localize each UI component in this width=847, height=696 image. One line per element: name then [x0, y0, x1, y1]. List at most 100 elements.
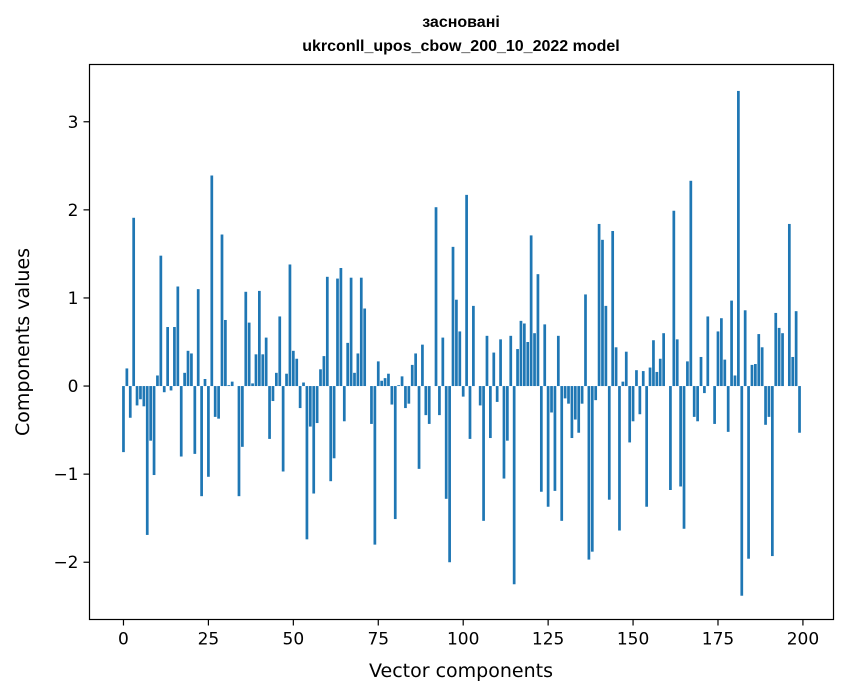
bar [645, 386, 649, 507]
bar [794, 311, 798, 387]
bar [156, 375, 159, 387]
bar [448, 386, 451, 563]
bar [176, 286, 180, 387]
y-tick-label: 3 [68, 113, 79, 133]
bar [230, 381, 234, 387]
bar [720, 318, 723, 387]
x-tick-label: 0 [118, 630, 129, 650]
bar [770, 386, 774, 557]
x-tick-label: 200 [787, 630, 819, 650]
bar [750, 364, 754, 387]
bar [675, 339, 679, 387]
bar [519, 320, 523, 387]
x-axis-ticks: 0 25 50 75 100 125 150 175 200 [118, 619, 819, 650]
bar [716, 331, 720, 387]
bar [686, 361, 689, 387]
bar [227, 385, 231, 387]
bar [485, 335, 489, 387]
bar [295, 358, 299, 387]
y-tick-label: 2 [68, 201, 79, 221]
bar [573, 386, 577, 420]
bar [210, 175, 214, 387]
bar [472, 305, 475, 387]
bar [713, 386, 716, 424]
bar [791, 356, 795, 387]
bar [315, 386, 319, 424]
bar [468, 386, 472, 439]
bar [723, 359, 727, 387]
bar [339, 268, 343, 387]
bar [451, 246, 455, 387]
bar [743, 310, 747, 387]
bar [410, 364, 414, 387]
bar [747, 386, 750, 559]
bar [312, 386, 316, 494]
bar [478, 386, 482, 406]
bar-series [122, 90, 801, 596]
bar [356, 353, 360, 387]
x-tick-label: 100 [447, 630, 479, 650]
bar [373, 386, 377, 545]
bar [438, 386, 441, 416]
bar [390, 386, 394, 405]
y-tick-label: 1 [68, 289, 79, 309]
bar [489, 386, 492, 439]
bar [570, 386, 574, 439]
bar [220, 234, 224, 387]
bar [655, 371, 659, 387]
bar [122, 386, 125, 453]
bar [353, 372, 356, 387]
bar [726, 386, 730, 432]
bar [186, 350, 190, 387]
bar [662, 333, 665, 387]
bar [757, 334, 761, 387]
bar [621, 381, 625, 387]
x-tick-label: 125 [532, 630, 564, 650]
bar [258, 290, 261, 387]
bar [703, 386, 706, 394]
bar [658, 358, 662, 387]
bar [652, 340, 655, 387]
bar [781, 333, 784, 387]
bar [417, 386, 421, 469]
bar [441, 337, 445, 387]
x-tick-label: 75 [367, 630, 389, 650]
bar [550, 386, 553, 413]
bar [376, 361, 380, 387]
bar [207, 386, 210, 477]
x-tick-label: 150 [617, 630, 649, 650]
bar [159, 255, 163, 387]
bar [254, 354, 258, 387]
bar [325, 276, 329, 387]
bar [461, 386, 465, 397]
bar [247, 322, 251, 387]
bar [635, 370, 638, 387]
bar [631, 386, 635, 422]
bar [699, 356, 703, 387]
bar [611, 231, 615, 387]
bar [607, 386, 611, 500]
bar [512, 386, 516, 585]
bar [346, 342, 350, 387]
bar [308, 386, 312, 427]
bar [305, 386, 309, 540]
bar [730, 300, 733, 387]
bar [455, 299, 458, 387]
bar [261, 354, 265, 387]
bar [692, 386, 696, 417]
bar [349, 277, 353, 387]
x-tick-label: 50 [283, 630, 305, 650]
y-tick-label: −1 [53, 465, 78, 485]
bar [553, 386, 557, 491]
x-tick-label: 175 [702, 630, 734, 650]
bar [465, 194, 468, 387]
bar [383, 378, 387, 387]
bar [798, 386, 801, 433]
y-axis-ticks: −2 −1 0 1 2 3 [53, 113, 90, 573]
bar [492, 352, 496, 387]
bar [145, 386, 149, 535]
bar [614, 347, 618, 387]
bar [251, 383, 254, 387]
bar [291, 350, 295, 387]
bar [638, 386, 642, 415]
